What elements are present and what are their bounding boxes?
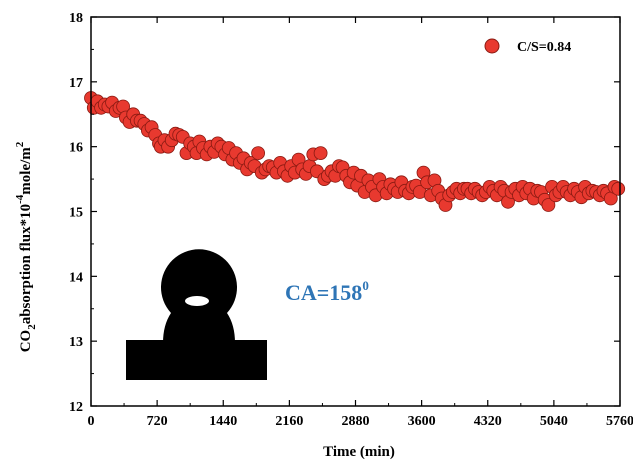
x-tick-label: 5040	[540, 414, 568, 429]
x-tick-label: 1440	[209, 414, 237, 429]
droplet-highlight	[185, 296, 209, 306]
y-axis-title: CO2absorption flux*10-4mole/m2	[14, 141, 38, 352]
x-tick-label: 0	[88, 414, 95, 429]
contact-angle-superscript: 0	[362, 278, 369, 293]
data-points	[84, 91, 626, 212]
y-tick-label: 12	[69, 400, 83, 415]
data-point	[541, 198, 556, 212]
contact-angle-text: CA=158	[285, 280, 362, 305]
contact-angle-annotation: CA=1580	[285, 278, 369, 305]
legend: C/S=0.84	[484, 38, 571, 55]
legend-marker	[484, 38, 500, 54]
x-tick-label: 2880	[342, 414, 370, 429]
x-ticks: 0 720 1440 2160 2880 3600 4320 5040 5760	[88, 17, 633, 429]
droplet-inset-image	[126, 249, 267, 380]
x-tick-label: 5760	[606, 414, 633, 429]
y-tick-label: 18	[69, 11, 83, 26]
x-tick-label: 2160	[275, 414, 303, 429]
droplet-substrate	[126, 340, 267, 380]
data-point	[251, 146, 266, 161]
y-tick-label: 13	[69, 335, 83, 350]
y-tick-label: 14	[69, 270, 83, 285]
y-tick-label: 15	[69, 206, 83, 221]
y-ticks: 12 13 14 15 16 17 18	[69, 11, 620, 415]
data-point	[611, 181, 626, 196]
y-tick-label: 17	[69, 76, 83, 91]
y-axis-title-part-2: absorption flux*10	[18, 204, 34, 324]
y-tick-label: 16	[69, 141, 83, 156]
x-tick-label: 720	[147, 414, 168, 429]
y-axis-title-superscript-1: -4	[14, 194, 26, 204]
y-axis-title-subscript-1: 2	[26, 324, 38, 330]
x-tick-label: 4320	[474, 414, 502, 429]
x-axis-title: Time (min)	[323, 444, 395, 460]
legend-label: C/S=0.84	[517, 40, 571, 55]
y-axis-title-part-1: CO	[18, 330, 34, 353]
data-point	[313, 146, 328, 161]
y-axis-title-part-3: mole/m	[18, 147, 34, 195]
x-tick-label: 3600	[408, 414, 436, 429]
y-axis-title-superscript-2: 2	[14, 141, 26, 147]
